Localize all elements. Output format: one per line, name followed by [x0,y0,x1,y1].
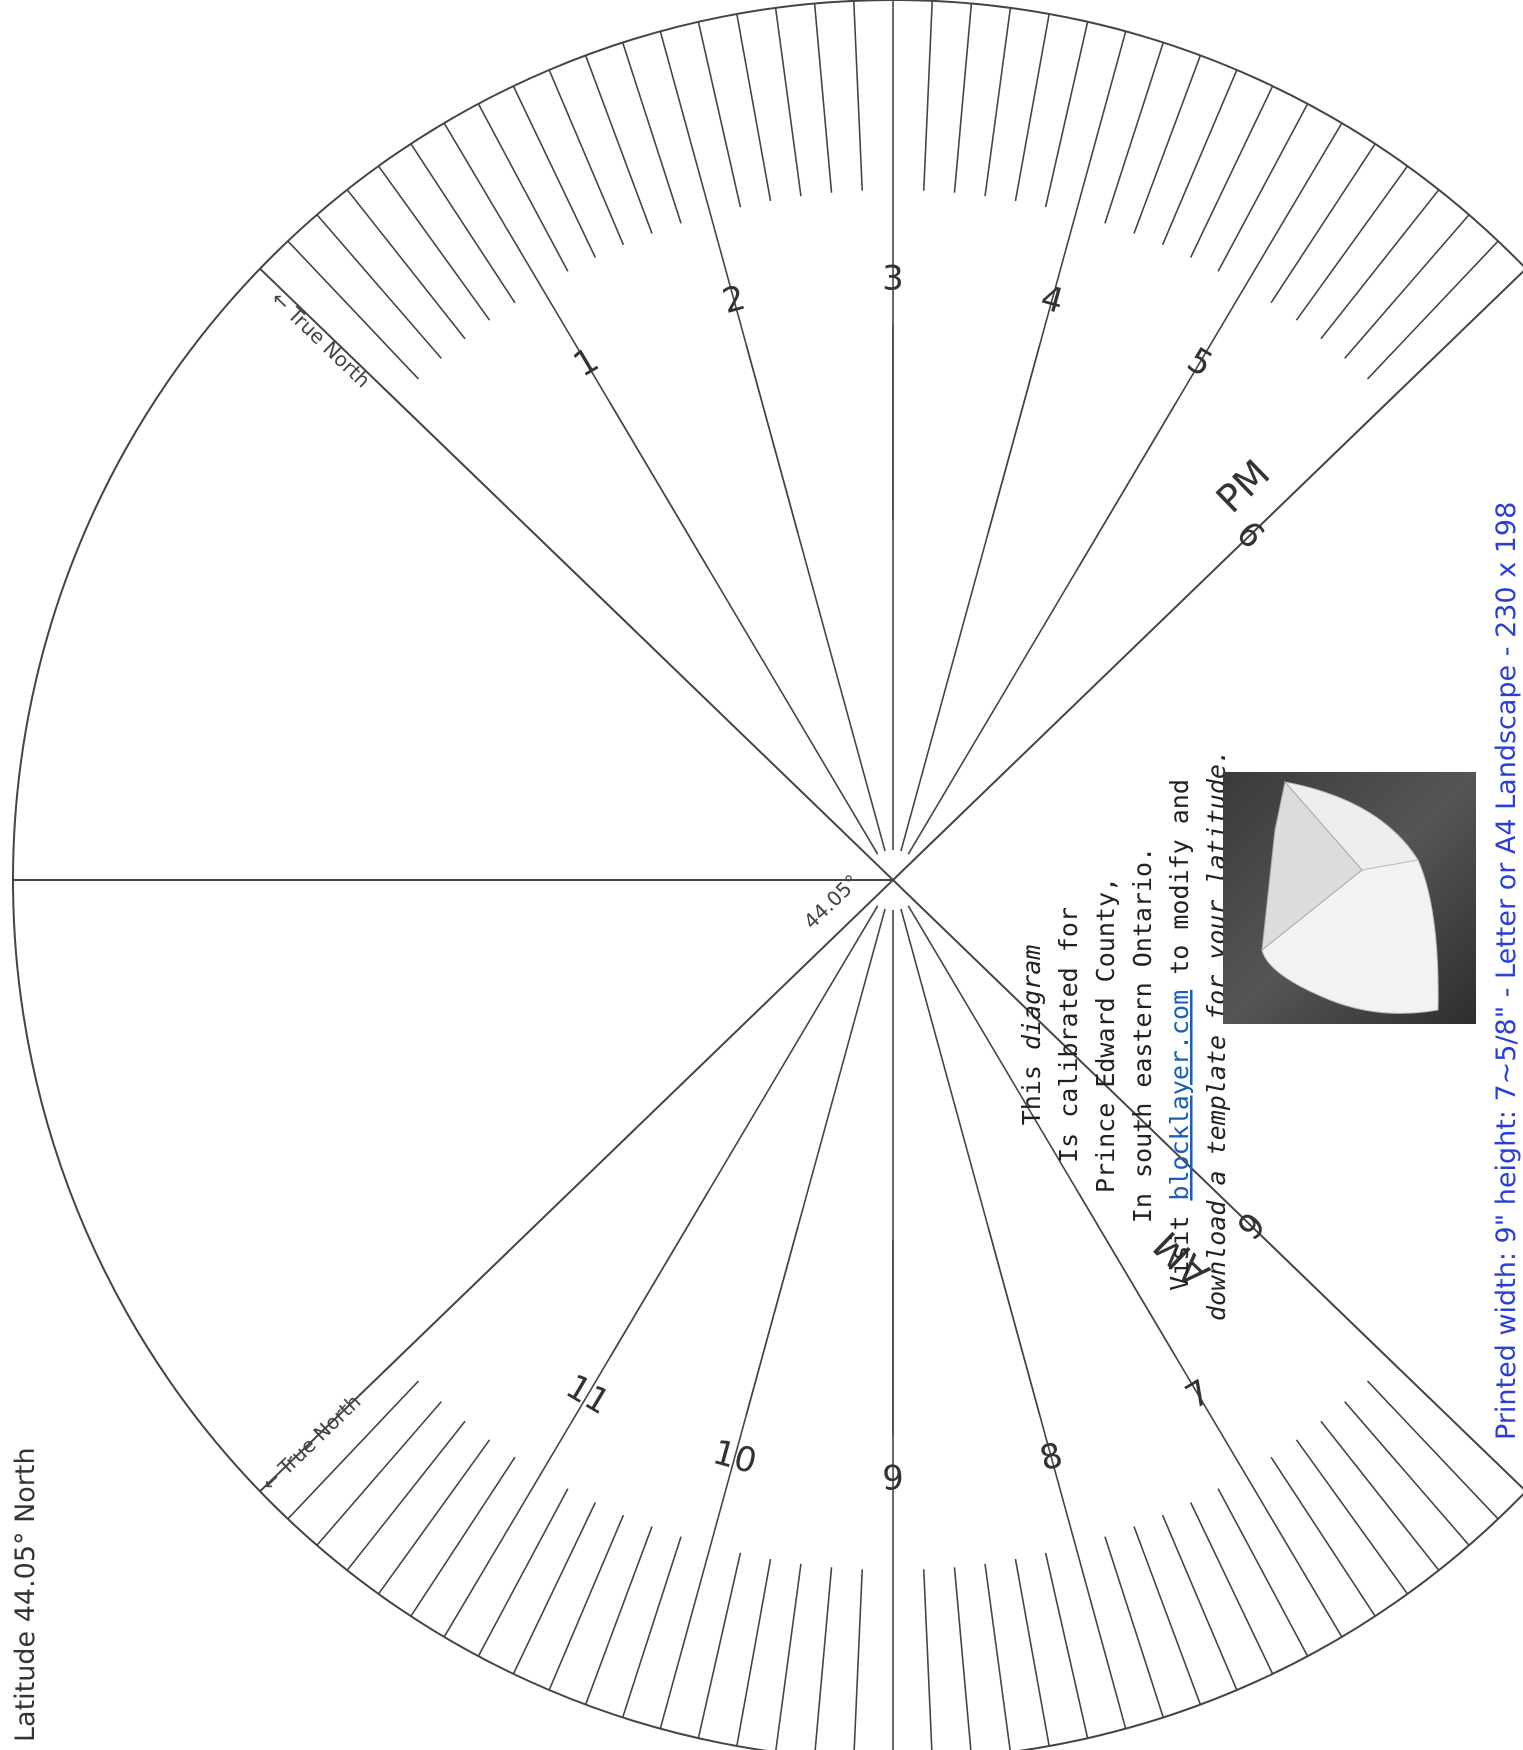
pm-tick [1014,13,1050,202]
am-tick [287,1380,420,1520]
am-tick [922,1569,933,1750]
am-hour-ray [900,908,1041,1416]
pm-tick [984,7,1012,197]
pm-tick [813,3,833,193]
pm-tick [1344,214,1470,359]
true-north-line-lower [259,879,894,1493]
note-line-1: This diagram [1017,945,1046,1126]
pm-hour-ray [609,402,879,855]
true-north-upper-label: ← True North [267,286,376,392]
pm-hour-label: 1 [567,340,606,385]
am-hour-label: 8 [1036,1435,1067,1479]
pm-tick [852,0,864,191]
pm-tick [621,42,682,224]
pm-tick [1133,55,1202,234]
pm-tick [922,0,934,191]
true-north-line-upper [259,267,894,881]
calibration-note: This diagram Is calibrated for Prince Ed… [1017,749,1231,1321]
note-line-5: Visit blocklayer.com to modify and [1165,779,1194,1291]
am-tick [1189,1502,1274,1675]
pm-tick [548,69,625,246]
pm-tick [477,103,569,272]
pm-tick [1320,189,1440,340]
print-info: Printed width: 9" height: 7~5/8" - Lette… [1491,502,1522,1440]
pm-tick [1217,103,1309,272]
pm-hour-ray [900,344,1041,852]
pm-tick [1104,42,1165,224]
am-tick [548,1514,625,1691]
am-tick [1295,1439,1409,1595]
am-hour-label: 11 [559,1367,617,1423]
pm-tick [377,165,491,321]
pm-label: PM [1208,451,1279,521]
am-tick [1014,1558,1050,1747]
am-tick [621,1536,682,1718]
am-tick [1366,1380,1499,1520]
am-hour-ray [745,908,886,1416]
pm-hour-ray [745,344,886,852]
note-line-2: Is calibrated for [1054,907,1083,1163]
am-tick [1217,1488,1309,1657]
pm-tick [512,85,597,258]
pm-edge-line [892,270,1523,881]
pm-tick [953,3,973,193]
pm-tick [346,189,466,340]
am-tick [814,1567,833,1750]
pm-hour-label: 5 [1180,340,1219,385]
am-tick [697,1552,742,1739]
am-tick [1344,1401,1470,1546]
am-hour-label: 9 [882,1459,904,1499]
am-tick [775,1563,802,1750]
pm-tick [774,7,802,197]
am-tick [512,1502,597,1675]
am-edge-line [892,879,1523,1490]
am-tick [410,1456,516,1617]
am-hour-label: 7 [1179,1372,1218,1417]
am-tick [346,1420,466,1571]
pm-tick [316,214,442,359]
pm-hour-label: 2 [718,278,749,322]
am-hour-ray [907,905,1177,1358]
am-tick [316,1401,442,1546]
pm-tick [1044,21,1089,208]
am-tick [477,1488,569,1657]
am-tick [853,1569,864,1750]
am-tick [1104,1536,1165,1718]
pm-tick [1295,165,1409,321]
pm-tick [1189,85,1274,258]
am-tick [1270,1456,1376,1617]
latitude-label: Latitude 44.05° North [10,1447,41,1742]
true-north-lower-label: ← True North [257,1389,366,1495]
pm-tick [584,55,653,234]
pm-hour-ray [907,402,1177,855]
am-tick [1133,1526,1202,1705]
pm-tick [1161,69,1238,246]
pm-tick [1270,143,1376,304]
note-line-3: Prince Edward County, [1091,877,1120,1193]
pm-tick [410,143,516,304]
sundial-geometry [12,0,1523,1750]
pm-hour-label: 4 [1036,278,1067,322]
am-tick [1320,1420,1440,1571]
am-tick [377,1439,491,1595]
am-tick [953,1567,972,1750]
note-line-4: In south eastern Ontario. [1128,847,1157,1223]
pm-tick [736,13,772,202]
am-tick [1044,1552,1089,1739]
am-tick [984,1563,1011,1750]
pm-tick [1366,240,1499,380]
pm-tick [697,21,742,208]
blocklayer-link[interactable]: blocklayer.com [1165,990,1194,1201]
am-tick [584,1526,653,1705]
folded-sundial-photo [1223,772,1476,1024]
am-tick [736,1558,772,1747]
am-hour-ray [609,905,879,1358]
pm-tick [287,240,420,380]
am-hour-label: 10 [709,1432,761,1482]
pm-hour-label: 3 [882,259,904,299]
am-tick [1161,1514,1238,1691]
